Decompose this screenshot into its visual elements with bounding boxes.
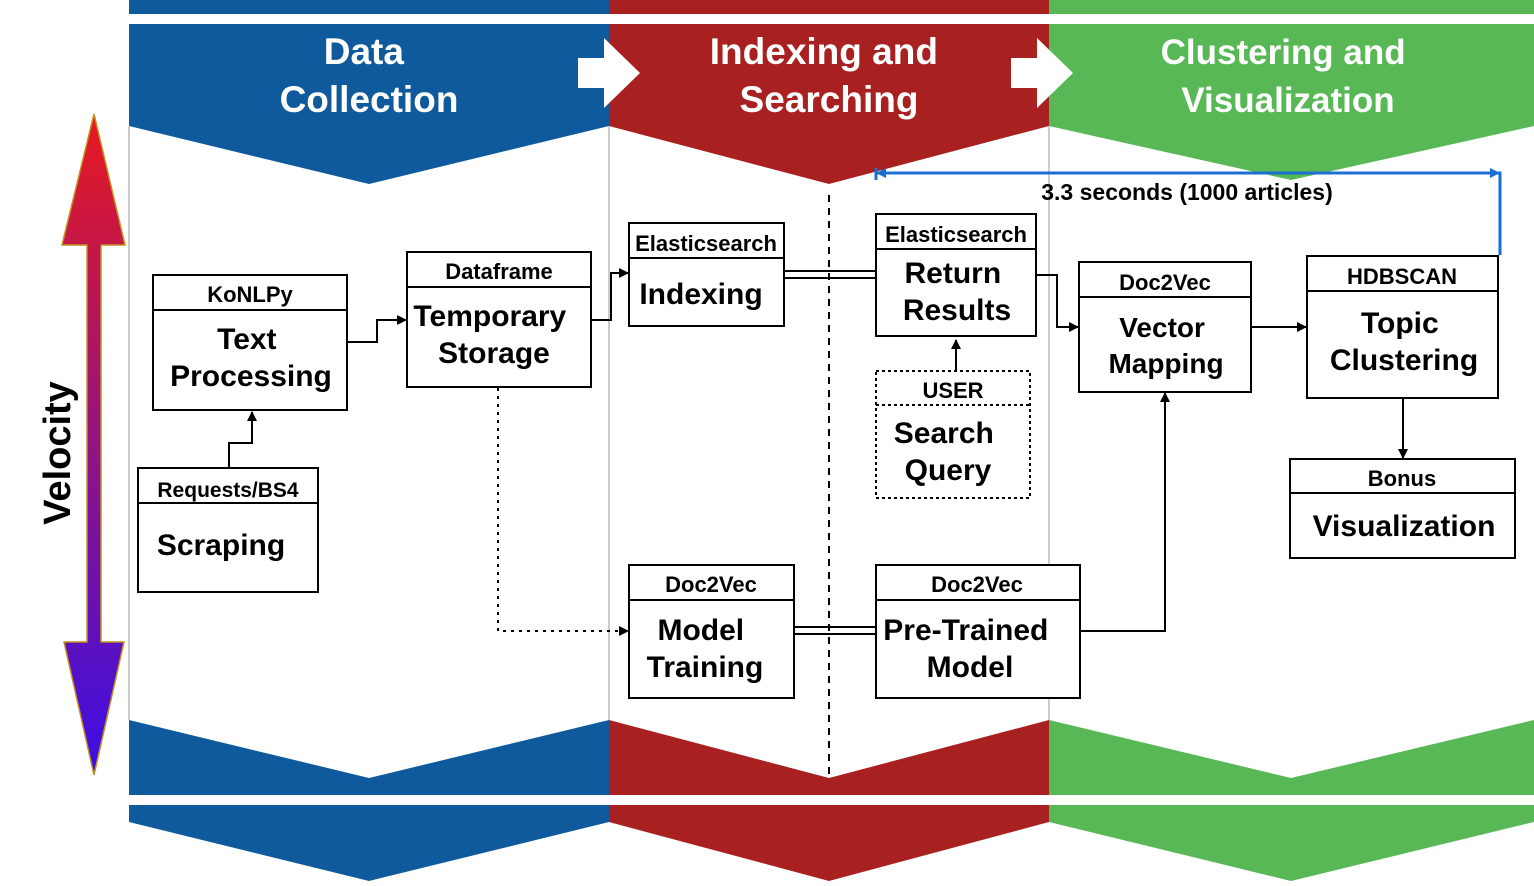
node-visualization-tool: Bonus [1368,466,1436,491]
node-vector-mapping: Doc2Vec Vector Mapping [1078,261,1252,393]
node-indexing: Elasticsearch Indexing [628,222,785,327]
node-indexing-label: Indexing [639,278,762,311]
node-search-query-tool: USER [922,378,983,403]
phase-arrow-icon [578,38,640,108]
timing-arrowhead-icon [1490,168,1500,178]
node-temporary-storage: Dataframe Temporary Storage [406,251,592,388]
edge-pretrained-vectormapping [1080,392,1170,632]
node-vector-mapping-label: Vector Mapping [1108,312,1223,379]
node-model-training-tool: Doc2Vec [665,572,757,597]
edge-results-vectormapping [1036,274,1079,332]
node-pretrained-model-tool: Doc2Vec [931,572,1023,597]
edge-scraping-textprocessing [228,411,257,468]
bottom-band-green [1049,720,1534,795]
node-scraping-label: Scraping [157,529,285,562]
bottom-arrow-blue [129,805,609,881]
node-text-processing-tool: KoNLPy [207,282,293,307]
bottom-band-blue [129,720,609,795]
node-visualization-label: Visualization [1313,510,1496,543]
node-topic-clustering-label: Topic Clustering [1330,307,1478,377]
node-search-query: USER Search Query [875,370,1031,499]
phase-banner-data-collection [129,24,609,184]
edge-storage-indexing [591,268,629,321]
node-vector-mapping-tool: Doc2Vec [1119,270,1211,295]
node-return-results-tool: Elasticsearch [885,222,1027,247]
node-temporary-storage-tool: Dataframe [445,259,553,284]
phase-banner-indexing-searching [609,24,1049,184]
node-model-training-label: Model Training [647,614,764,684]
timing-label: 3.3 seconds (1000 articles) [1041,179,1333,205]
node-scraping: Requests/BS4 Scraping [137,467,319,593]
bottom-arrow-green [1049,805,1534,881]
node-pretrained-model: Doc2Vec Pre-Trained Model [875,564,1081,699]
phase-title-data-collection: Data Collection [280,31,459,120]
edge-textprocessing-storage [347,315,407,343]
node-indexing-tool: Elasticsearch [635,231,777,256]
node-topic-clustering-tool: HDBSCAN [1347,264,1457,289]
velocity-label: Velocity [37,381,79,525]
edge-storage-training [497,388,629,636]
node-text-processing: KoNLPy Text Processing [152,274,348,411]
phase-banner-clustering-visualization [1049,24,1534,180]
node-return-results: Elasticsearch Return Results [875,213,1037,337]
bottom-band-red [609,720,1049,795]
node-search-query-label: Search Query [894,417,1002,487]
node-return-results-label: Return Results [903,257,1011,327]
node-temporary-storage-label: Temporary Storage [413,300,574,370]
phase-arrow-icon [1011,38,1073,108]
phase-title-indexing-searching: Indexing and Searching [710,31,948,120]
node-model-training: Doc2Vec Model Training [628,564,795,699]
velocity-arrow [61,113,126,776]
timing-arrowhead-icon [876,168,886,178]
node-pretrained-model-label: Pre-Trained Model [883,614,1056,684]
phase-title-clustering-visualization: Clustering and Visualization [1161,33,1416,120]
bottom-arrow-red [609,805,1049,881]
node-visualization: Bonus Visualization [1289,458,1516,559]
top-bar-red [609,0,1049,14]
node-text-processing-label: Text Processing [170,323,332,393]
top-bar-blue [129,0,609,14]
node-topic-clustering: HDBSCAN Topic Clustering [1306,255,1499,399]
top-bar-green [1049,0,1534,14]
node-scraping-tool: Requests/BS4 [157,479,299,502]
